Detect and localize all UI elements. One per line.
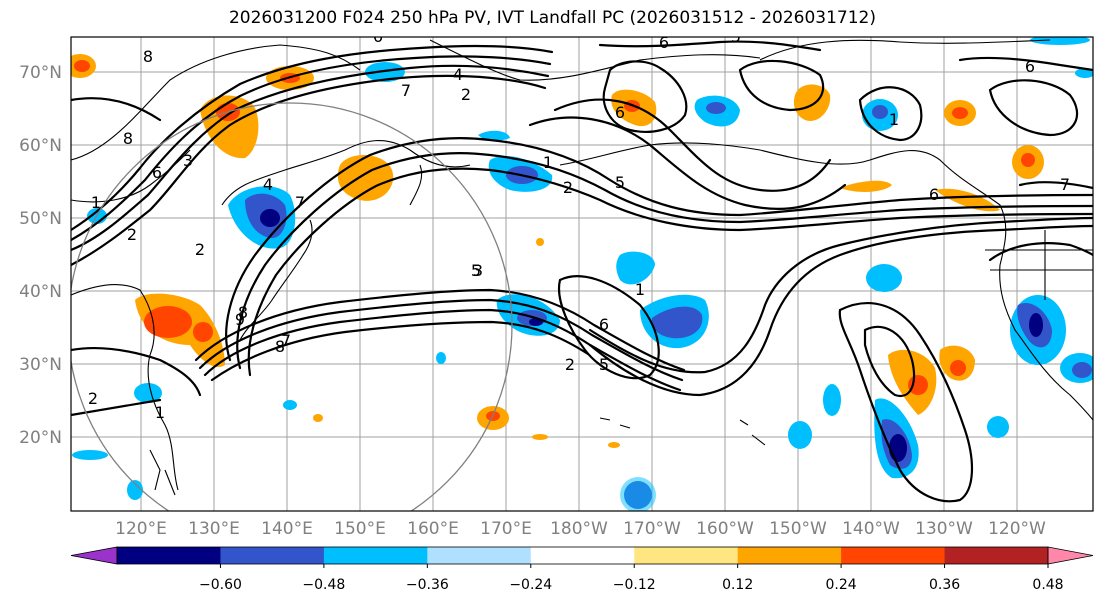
contour-label: 2	[88, 389, 98, 408]
lon-label: 160°W	[696, 519, 754, 539]
colorbar-segment	[427, 547, 532, 564]
contour-label: 7	[401, 81, 411, 100]
lon-label: 120°E	[115, 519, 167, 539]
contour-label: 8	[238, 303, 248, 322]
lon-label: 150°W	[769, 519, 827, 539]
colorbar-segment	[117, 547, 221, 564]
lon-label: 120°W	[988, 519, 1046, 539]
colorbar-segment	[323, 547, 428, 564]
colorbar-max-extension	[1047, 546, 1094, 565]
colorbar-segment	[220, 547, 325, 564]
contour-label: 2	[461, 85, 471, 104]
colorbar-tick-label: 0.24	[826, 577, 857, 593]
contour-label: 2	[127, 225, 137, 244]
contour-label: 4	[453, 65, 463, 84]
colorbar-min-extension	[70, 546, 118, 565]
lat-label: 30°N	[19, 355, 62, 375]
colorbar-tick-label: −0.48	[302, 577, 345, 593]
colorbar-tick-label: −0.24	[509, 577, 552, 593]
colorbar-segment	[737, 547, 842, 564]
contour-label: 6	[1025, 57, 1035, 76]
graticule	[71, 37, 1093, 511]
contour-label: 7	[1060, 175, 1070, 194]
contour-label: 6	[152, 163, 162, 182]
contour-label: 9	[235, 310, 245, 329]
map-title: 2026031200 F024 250 hPa PV, IVT Landfall…	[228, 8, 876, 28]
contour-label: 4	[263, 175, 273, 194]
lon-label: 180°W	[550, 519, 608, 539]
map-border	[70, 36, 1094, 512]
lat-label: 70°N	[19, 63, 62, 83]
contour-label: 3	[183, 151, 193, 170]
contour-label: 6	[659, 33, 669, 52]
contour-label: 2	[565, 355, 575, 374]
contour-label: 5	[599, 355, 609, 374]
contour-label: 1	[543, 153, 553, 172]
lon-label: 160°E	[407, 519, 459, 539]
contour-label: 8	[143, 47, 153, 66]
contour-label: 2	[563, 178, 573, 197]
lon-label: 130°E	[188, 519, 240, 539]
lon-label: 140°W	[842, 519, 900, 539]
lat-label: 20°N	[19, 428, 62, 448]
domain-circle	[71, 102, 513, 511]
contour-label: 3	[473, 261, 483, 280]
contour-lines	[71, 40, 1093, 503]
colorbar-outline	[116, 546, 1049, 565]
lat-label: 50°N	[19, 209, 62, 229]
lon-label: 140°E	[261, 519, 313, 539]
colorbar	[70, 546, 1094, 565]
contour-label: 6	[615, 103, 625, 122]
colorbar-tick-label: 0.12	[722, 577, 753, 593]
colorbar-segment	[634, 547, 739, 564]
colorbar-tick-label: 0.48	[1032, 577, 1063, 593]
lon-label: 170°E	[480, 519, 532, 539]
contour-label: 1	[155, 403, 165, 422]
longitude-labels: 120°E 130°E 140°E 150°E 160°E 170°E 180°W 170°W…	[115, 519, 1046, 539]
contour-label: 2	[195, 240, 205, 259]
contour-label: 5	[471, 261, 481, 280]
contour-label: 7	[281, 331, 291, 350]
contour-label: 6	[929, 185, 939, 204]
lon-label: 150°E	[334, 519, 386, 539]
colorbar-segment	[530, 547, 635, 564]
colorbar-segment	[841, 547, 946, 564]
contour-label: 1	[91, 193, 101, 212]
colorbar-segment	[944, 547, 1049, 564]
contour-label: 8	[275, 337, 285, 356]
lon-label: 170°W	[623, 519, 681, 539]
lat-label: 60°N	[19, 136, 62, 156]
lat-label: 40°N	[19, 282, 62, 302]
colorbar-tick-label: −0.60	[199, 577, 242, 593]
colorbar-tick-label: −0.12	[613, 577, 656, 593]
contour-label: 1	[889, 110, 899, 129]
colorbar-tick-label: 0.36	[929, 577, 960, 593]
colorbar-tick-labels: −0.60 −0.48 −0.36 −0.24 −0.12 0.12 0.24 0.36 0.4…	[199, 564, 1064, 593]
contour-label: 6	[599, 315, 609, 334]
contour-label: 6	[373, 27, 383, 46]
contour-label: 8	[123, 129, 133, 148]
contour-label: 7	[295, 193, 305, 212]
contour-label: 1	[635, 280, 645, 299]
colorbar-tick-label: −0.36	[406, 577, 449, 593]
contour-label: 5	[615, 173, 625, 192]
lon-label: 130°W	[915, 519, 973, 539]
contour-label: 5	[731, 27, 741, 46]
latitude-labels: 70°N 60°N 50°N 40°N 30°N 20°N	[19, 63, 62, 448]
